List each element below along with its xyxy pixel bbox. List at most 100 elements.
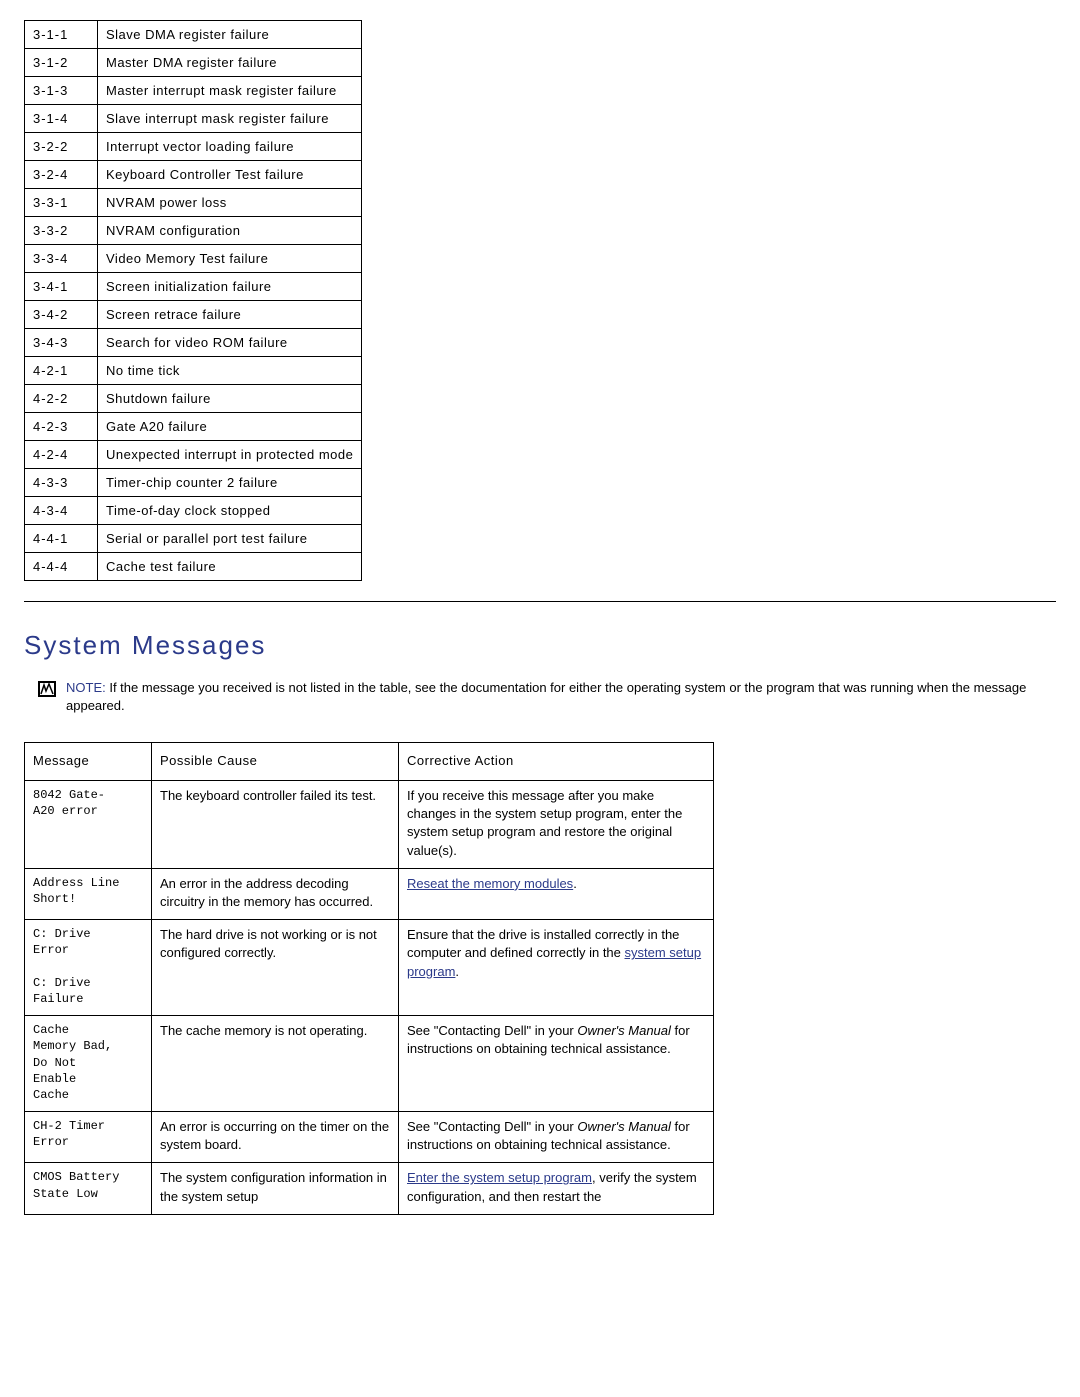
beep-desc: Search for video ROM failure bbox=[98, 329, 362, 357]
table-row: 4-4-1Serial or parallel port test failur… bbox=[25, 525, 362, 553]
beep-desc: NVRAM power loss bbox=[98, 189, 362, 217]
beep-code: 3-3-2 bbox=[25, 217, 98, 245]
beep-desc: Screen retrace failure bbox=[98, 301, 362, 329]
beep-code: 3-1-2 bbox=[25, 49, 98, 77]
table-row: 3-3-4Video Memory Test failure bbox=[25, 245, 362, 273]
doc-link[interactable]: Reseat the memory modules bbox=[407, 876, 573, 891]
corrective-action: Ensure that the drive is installed corre… bbox=[399, 920, 714, 1016]
message-name: CMOS Battery State Low bbox=[25, 1163, 152, 1214]
beep-codes-table: 3-1-1Slave DMA register failure3-1-2Mast… bbox=[24, 20, 362, 581]
system-messages-heading: System Messages bbox=[24, 630, 1056, 661]
doc-link[interactable]: system setup program bbox=[407, 945, 701, 978]
corrective-action: See "Contacting Dell" in your Owner's Ma… bbox=[399, 1016, 714, 1112]
beep-desc: Gate A20 failure bbox=[98, 413, 362, 441]
corrective-action: See "Contacting Dell" in your Owner's Ma… bbox=[399, 1112, 714, 1163]
table-row: 4-2-4Unexpected interrupt in protected m… bbox=[25, 441, 362, 469]
beep-desc: Shutdown failure bbox=[98, 385, 362, 413]
table-row: 4-2-1No time tick bbox=[25, 357, 362, 385]
beep-code: 4-2-2 bbox=[25, 385, 98, 413]
table-row: CMOS Battery State LowThe system configu… bbox=[25, 1163, 714, 1214]
possible-cause: The keyboard controller failed its test. bbox=[152, 781, 399, 869]
note-text: NOTE: If the message you received is not… bbox=[66, 679, 1056, 714]
table-row: 3-1-1Slave DMA register failure bbox=[25, 21, 362, 49]
beep-code: 3-1-3 bbox=[25, 77, 98, 105]
table-row: 3-3-2NVRAM configuration bbox=[25, 217, 362, 245]
table-row: 3-3-1NVRAM power loss bbox=[25, 189, 362, 217]
beep-desc: Master interrupt mask register failure bbox=[98, 77, 362, 105]
possible-cause: The hard drive is not working or is not … bbox=[152, 920, 399, 1016]
beep-code: 3-3-1 bbox=[25, 189, 98, 217]
italic-text: Owner's Manual bbox=[577, 1119, 671, 1134]
message-name: C: Drive Error C: Drive Failure bbox=[25, 920, 152, 1016]
table-row: Cache Memory Bad, Do Not Enable CacheThe… bbox=[25, 1016, 714, 1112]
message-name: Cache Memory Bad, Do Not Enable Cache bbox=[25, 1016, 152, 1112]
possible-cause: The system configuration information in … bbox=[152, 1163, 399, 1214]
message-name: Address Line Short! bbox=[25, 868, 152, 919]
note-icon bbox=[38, 681, 56, 700]
beep-code: 3-4-1 bbox=[25, 273, 98, 301]
table-row: CH-2 Timer ErrorAn error is occurring on… bbox=[25, 1112, 714, 1163]
beep-code: 4-4-1 bbox=[25, 525, 98, 553]
beep-code: 3-4-2 bbox=[25, 301, 98, 329]
beep-code: 3-2-4 bbox=[25, 161, 98, 189]
beep-desc: Interrupt vector loading failure bbox=[98, 133, 362, 161]
table-row: 3-2-4Keyboard Controller Test failure bbox=[25, 161, 362, 189]
table-row: 3-4-1Screen initialization failure bbox=[25, 273, 362, 301]
beep-code: 4-3-4 bbox=[25, 497, 98, 525]
beep-code: 3-1-1 bbox=[25, 21, 98, 49]
beep-desc: NVRAM configuration bbox=[98, 217, 362, 245]
beep-desc: Master DMA register failure bbox=[98, 49, 362, 77]
beep-code: 3-2-2 bbox=[25, 133, 98, 161]
table-row: 3-1-4Slave interrupt mask register failu… bbox=[25, 105, 362, 133]
table-row: 8042 Gate- A20 errorThe keyboard control… bbox=[25, 781, 714, 869]
corrective-action: Enter the system setup program, verify t… bbox=[399, 1163, 714, 1214]
table-row: 4-3-4Time-of-day clock stopped bbox=[25, 497, 362, 525]
corrective-action: Reseat the memory modules. bbox=[399, 868, 714, 919]
table-row: 4-4-4Cache test failure bbox=[25, 553, 362, 581]
column-header: Possible Cause bbox=[152, 743, 399, 781]
beep-desc: Unexpected interrupt in protected mode bbox=[98, 441, 362, 469]
table-row: 4-2-3Gate A20 failure bbox=[25, 413, 362, 441]
table-row: 4-2-2Shutdown failure bbox=[25, 385, 362, 413]
table-row: 3-1-2Master DMA register failure bbox=[25, 49, 362, 77]
possible-cause: An error is occurring on the timer on th… bbox=[152, 1112, 399, 1163]
beep-code: 3-1-4 bbox=[25, 105, 98, 133]
beep-desc: Video Memory Test failure bbox=[98, 245, 362, 273]
beep-code: 4-2-3 bbox=[25, 413, 98, 441]
italic-text: Owner's Manual bbox=[577, 1023, 671, 1038]
column-header: Message bbox=[25, 743, 152, 781]
table-row: 4-3-3Timer-chip counter 2 failure bbox=[25, 469, 362, 497]
table-row: 3-4-2Screen retrace failure bbox=[25, 301, 362, 329]
table-row: Address Line Short!An error in the addre… bbox=[25, 868, 714, 919]
table-row: 3-1-3Master interrupt mask register fail… bbox=[25, 77, 362, 105]
doc-link[interactable]: Enter the system setup program bbox=[407, 1170, 592, 1185]
beep-code: 4-2-1 bbox=[25, 357, 98, 385]
beep-desc: Slave interrupt mask register failure bbox=[98, 105, 362, 133]
note-block: NOTE: If the message you received is not… bbox=[38, 679, 1056, 714]
corrective-action: If you receive this message after you ma… bbox=[399, 781, 714, 869]
beep-code: 4-3-3 bbox=[25, 469, 98, 497]
possible-cause: The cache memory is not operating. bbox=[152, 1016, 399, 1112]
beep-code: 4-2-4 bbox=[25, 441, 98, 469]
possible-cause: An error in the address decoding circuit… bbox=[152, 868, 399, 919]
message-name: 8042 Gate- A20 error bbox=[25, 781, 152, 869]
beep-code: 3-3-4 bbox=[25, 245, 98, 273]
beep-desc: Cache test failure bbox=[98, 553, 362, 581]
beep-desc: Time-of-day clock stopped bbox=[98, 497, 362, 525]
table-row: 3-2-2Interrupt vector loading failure bbox=[25, 133, 362, 161]
table-row: 3-4-3Search for video ROM failure bbox=[25, 329, 362, 357]
message-name: CH-2 Timer Error bbox=[25, 1112, 152, 1163]
beep-code: 3-4-3 bbox=[25, 329, 98, 357]
note-label: NOTE: bbox=[66, 680, 106, 695]
section-separator bbox=[24, 601, 1056, 602]
beep-desc: Keyboard Controller Test failure bbox=[98, 161, 362, 189]
system-messages-table: MessagePossible CauseCorrective Action 8… bbox=[24, 742, 714, 1215]
column-header: Corrective Action bbox=[399, 743, 714, 781]
note-body: If the message you received is not liste… bbox=[66, 680, 1026, 713]
beep-desc: Timer-chip counter 2 failure bbox=[98, 469, 362, 497]
table-row: C: Drive Error C: Drive FailureThe hard … bbox=[25, 920, 714, 1016]
beep-desc: Serial or parallel port test failure bbox=[98, 525, 362, 553]
beep-desc: No time tick bbox=[98, 357, 362, 385]
beep-desc: Slave DMA register failure bbox=[98, 21, 362, 49]
beep-code: 4-4-4 bbox=[25, 553, 98, 581]
